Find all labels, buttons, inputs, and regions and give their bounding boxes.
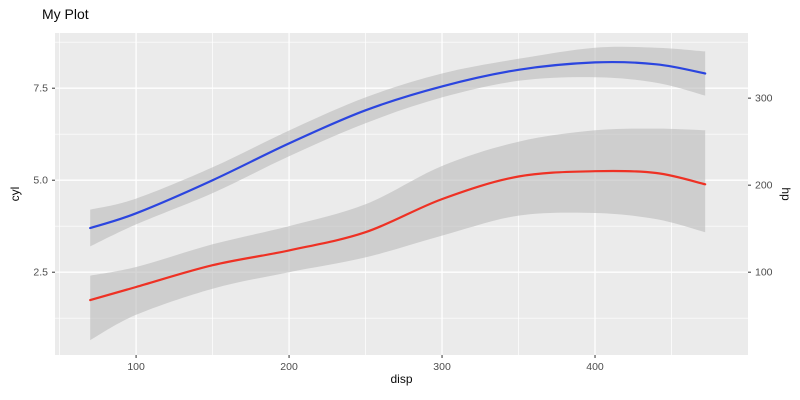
x-tick-label: 400 — [586, 361, 604, 373]
y-right-tick-label: 300 — [755, 93, 773, 105]
y-axis-title-left: cyl — [8, 186, 22, 202]
y-right-tick-label: 200 — [755, 180, 773, 192]
y-left-tick-label: 2.5 — [33, 267, 48, 279]
x-tick-label: 200 — [280, 361, 298, 373]
y-axis-title-right: hp — [779, 187, 793, 201]
x-tick-label: 100 — [127, 361, 145, 373]
y-left-tick-label: 5.0 — [33, 175, 48, 187]
hp-smooth-line — [89, 169, 707, 302]
y-left-tick-label: 7.5 — [33, 83, 48, 95]
x-tick-label: 300 — [433, 361, 451, 373]
x-axis-title: disp — [390, 372, 413, 386]
cyl-smooth-confidence-band — [90, 46, 706, 247]
y-right-tick-label: 100 — [755, 267, 773, 279]
series-group — [89, 46, 707, 341]
chart-title: My Plot — [42, 6, 89, 22]
axis-ticks-and-labels: 100 200 300 400 2.5 5.0 7.5 100 200 300 — [33, 83, 772, 373]
hp-smooth-confidence-band — [90, 128, 706, 341]
cyl-smooth-line — [89, 60, 707, 230]
